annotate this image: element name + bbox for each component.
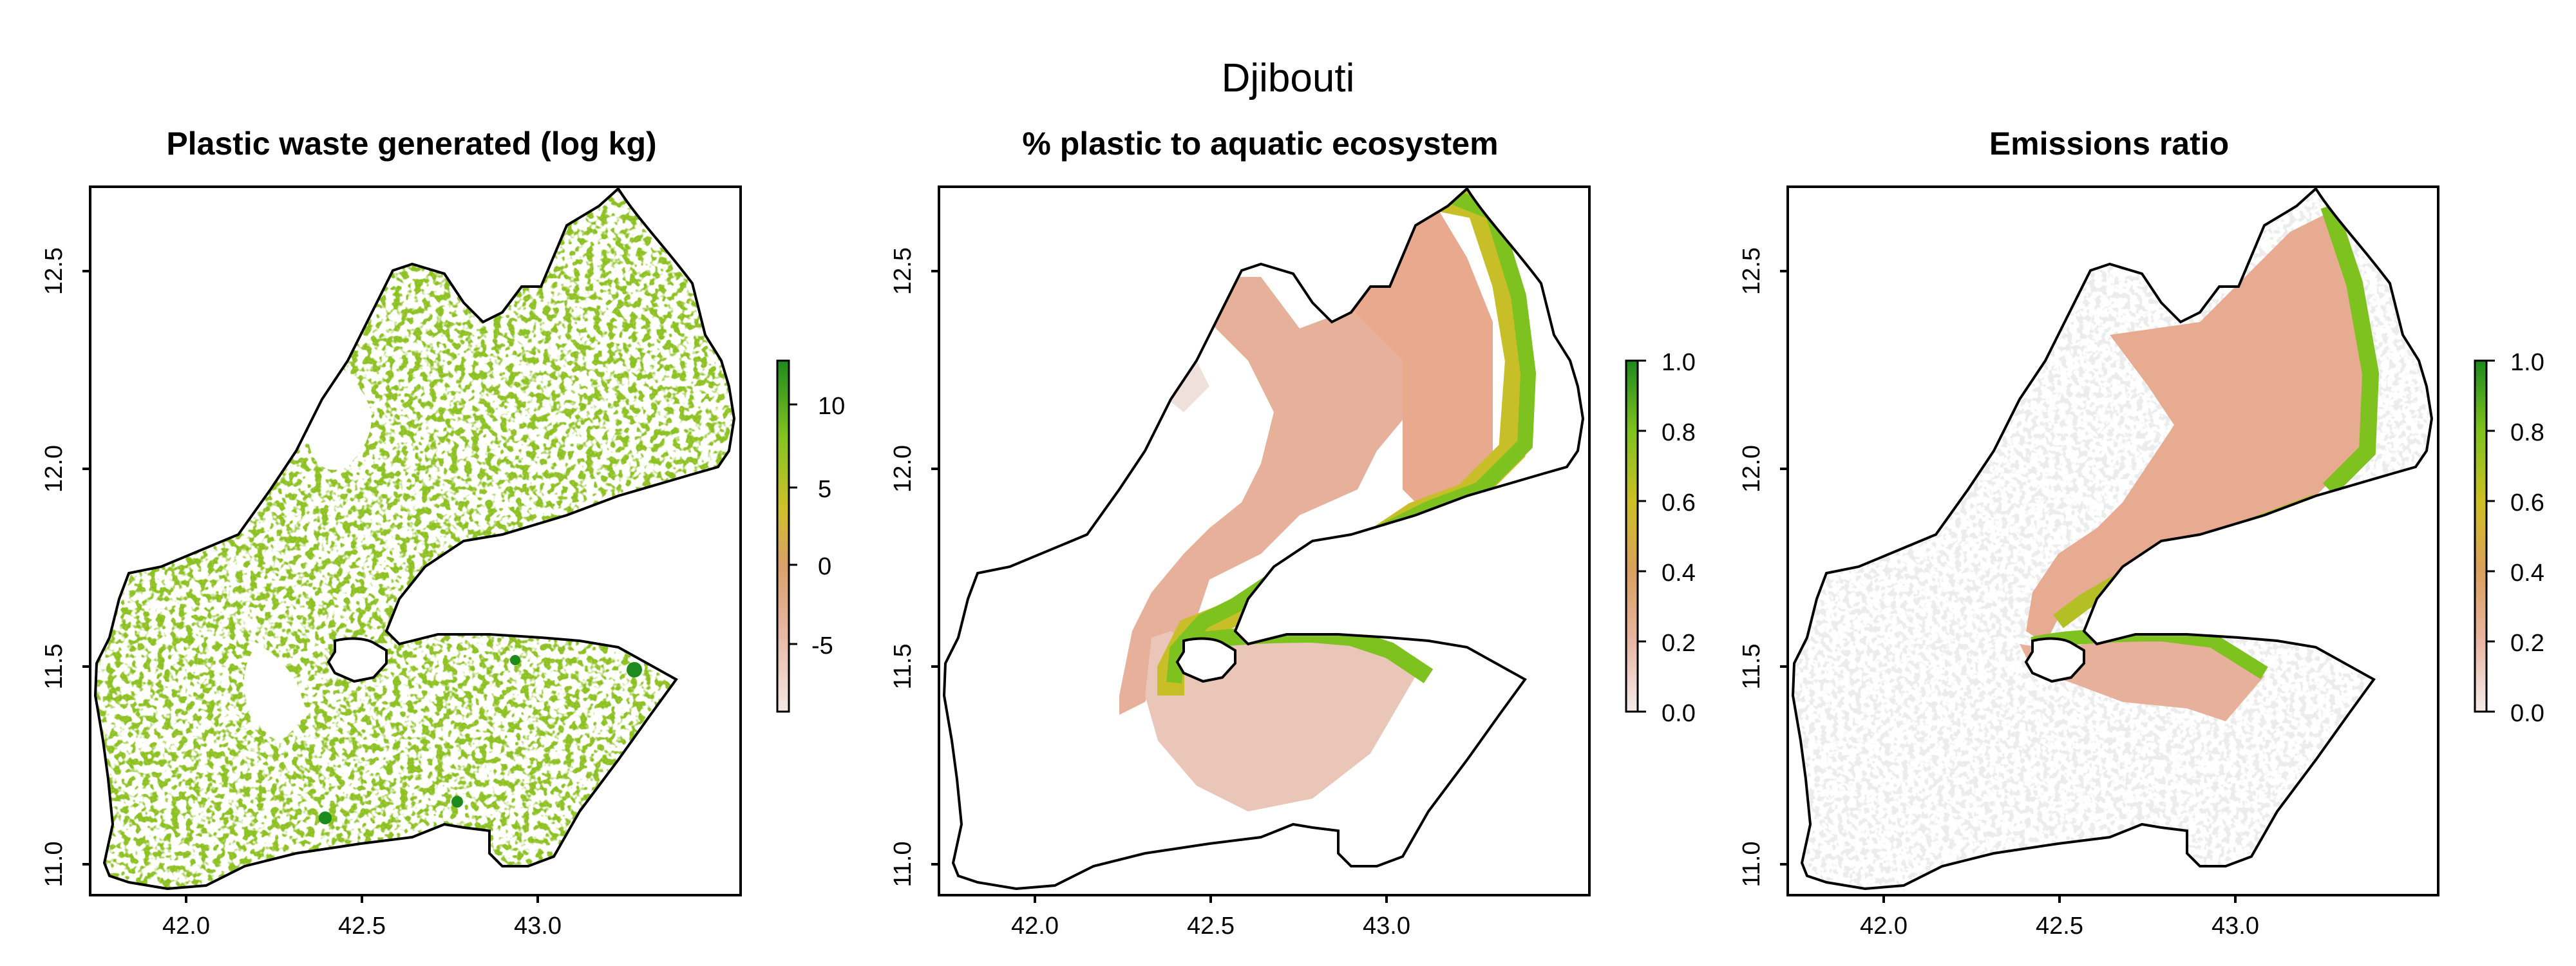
legend-label: 1.0 — [2510, 349, 2544, 376]
legend-colorbar: 1.0 0.8 0.6 0.4 0.2 0.0 — [1625, 349, 1696, 727]
y-tick-label: 11.0 — [889, 841, 916, 887]
panel-plastic-aquatic: % plastic to aquatic ecosystem 42.0 42.5… — [889, 126, 1696, 940]
legend-label: 0.2 — [1662, 630, 1696, 657]
legend-label: 0.0 — [1662, 700, 1696, 727]
panel-title: % plastic to aquatic ecosystem — [1022, 126, 1498, 162]
country-outline — [942, 186, 1585, 891]
figure-title: Djibouti — [1222, 56, 1355, 100]
legend-label: 0.6 — [1662, 489, 1696, 516]
x-tick-label: 42.0 — [1860, 913, 1908, 940]
legend-label: 0.6 — [2510, 489, 2544, 516]
legend-label: 0.2 — [2510, 630, 2544, 657]
legend-label: 0.4 — [2510, 560, 2544, 587]
panel-plastic-waste: Plastic waste generated (log kg) 42.0 42… — [41, 126, 845, 940]
legend-label: 0.8 — [2510, 419, 2544, 446]
y-tick-label: 12.0 — [41, 445, 68, 493]
y-tick-label: 11.0 — [1738, 841, 1765, 887]
legend-label: 0.4 — [1662, 560, 1696, 587]
legend-label: 0.0 — [2510, 700, 2544, 727]
map-raster — [1793, 189, 2432, 889]
country-outline — [1791, 186, 2434, 891]
legend-label: -5 — [811, 632, 833, 659]
panel-emissions-ratio: Emissions ratio 42.0 42.5 43.0 11.0 — [1738, 126, 2544, 940]
y-tick-label: 12.0 — [889, 445, 916, 493]
y-axis: 11.0 11.5 12.0 12.5 — [1738, 247, 1788, 887]
legend-label: 10 — [818, 393, 845, 420]
x-tick-label: 43.0 — [514, 913, 562, 940]
legend-colorbar: 10 5 0 -5 — [776, 359, 845, 713]
y-axis: 11.0 11.5 12.0 12.5 — [41, 247, 90, 887]
y-tick-label: 12.5 — [889, 247, 916, 295]
x-tick-label: 42.0 — [1011, 913, 1059, 940]
legend-label: 1.0 — [1662, 349, 1696, 376]
panel-title: Plastic waste generated (log kg) — [166, 126, 656, 162]
y-tick-label: 11.5 — [1738, 643, 1765, 689]
y-tick-label: 12.0 — [1738, 445, 1765, 493]
x-tick-label: 42.5 — [338, 913, 386, 940]
plot-frame — [89, 185, 742, 896]
plot-frame — [938, 185, 1591, 896]
legend-label: 5 — [818, 476, 831, 503]
x-tick-label: 42.5 — [1187, 913, 1235, 940]
x-tick-label: 43.0 — [2211, 913, 2259, 940]
legend-label: 0.8 — [1662, 419, 1696, 446]
lake-assal — [1175, 637, 1236, 683]
lake-assal — [2024, 637, 2085, 683]
x-tick-label: 42.5 — [2036, 913, 2083, 940]
country-outline — [93, 186, 736, 891]
x-axis: 42.0 42.5 43.0 — [1011, 895, 1410, 940]
y-tick-label: 12.5 — [41, 247, 68, 295]
x-axis: 42.0 42.5 43.0 — [162, 895, 562, 940]
x-axis: 42.0 42.5 43.0 — [1860, 895, 2259, 940]
plot-frame — [1786, 185, 2439, 896]
x-tick-label: 42.0 — [162, 913, 210, 940]
legend-label: 0 — [818, 553, 831, 580]
panel-title: Emissions ratio — [1989, 126, 2229, 162]
y-axis: 11.0 11.5 12.0 12.5 — [889, 247, 939, 887]
y-tick-label: 11.0 — [41, 841, 68, 887]
x-tick-label: 43.0 — [1363, 913, 1410, 940]
lake-assal — [327, 637, 388, 683]
y-tick-label: 11.5 — [889, 643, 916, 689]
y-tick-label: 12.5 — [1738, 247, 1765, 295]
legend-colorbar: 1.0 0.8 0.6 0.4 0.2 0.0 — [2474, 349, 2544, 727]
y-tick-label: 11.5 — [41, 643, 68, 689]
map-raster — [95, 189, 734, 889]
